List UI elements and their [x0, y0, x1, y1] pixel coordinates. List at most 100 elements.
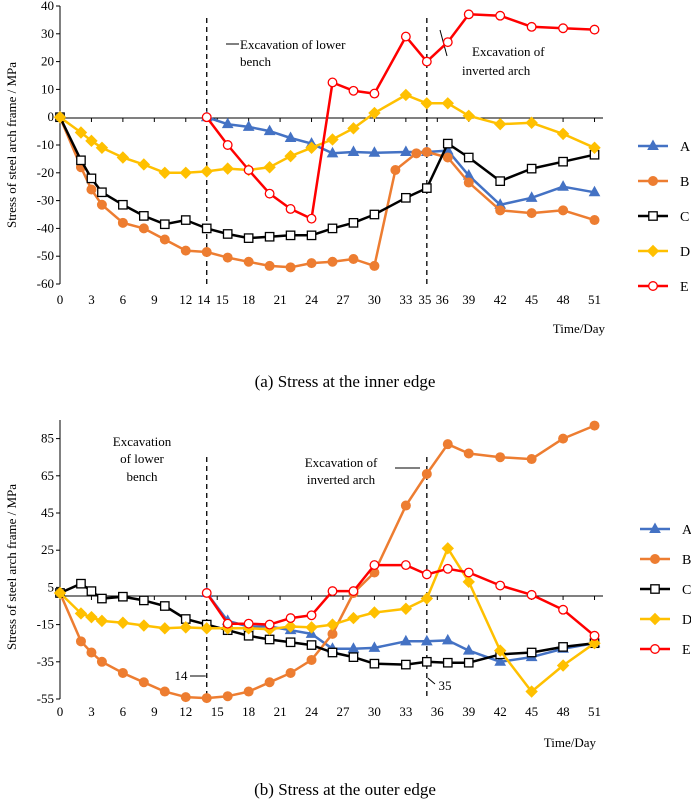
data-point — [264, 260, 275, 271]
data-point — [369, 560, 380, 571]
data-point — [495, 580, 506, 591]
data-point — [242, 120, 255, 131]
series-line — [59, 547, 596, 693]
data-point — [137, 619, 151, 632]
y-tick-label: 40 — [41, 0, 54, 13]
data-point — [558, 205, 569, 216]
legend-item: A-1 — [640, 522, 691, 538]
data-point — [305, 141, 318, 154]
x-tick-label: 27 — [336, 704, 350, 719]
y-tick-label: -35 — [37, 654, 54, 669]
data-point — [95, 141, 109, 154]
y-tick-label: -10 — [37, 137, 54, 152]
x-axis-label: Time/Day — [544, 735, 597, 750]
data-point — [159, 219, 170, 230]
legend: A B C D E — [638, 139, 691, 295]
data-point — [96, 656, 107, 667]
data-point — [495, 10, 506, 21]
legend-swatch-marker — [649, 522, 661, 533]
legend-swatch-marker — [650, 584, 660, 594]
data-point — [306, 258, 317, 269]
x-tick-label: 51 — [588, 704, 601, 719]
data-point — [326, 146, 339, 158]
legend-item: A — [638, 139, 691, 155]
figure-caption: (b) Stress at the outer edge — [254, 780, 436, 799]
data-point — [200, 165, 213, 178]
data-point — [588, 636, 601, 650]
data-point — [138, 595, 149, 606]
excavation-day-label: 35 — [439, 678, 452, 693]
figure-caption: (a) Stress at the inner edge — [255, 372, 436, 391]
data-point — [200, 622, 213, 635]
legend-swatch-marker — [650, 554, 660, 564]
data-point — [347, 642, 360, 653]
legend-label: D-1 — [682, 613, 691, 628]
x-tick-label: 6 — [120, 292, 127, 307]
x-tick-label: 18 — [242, 704, 255, 719]
data-point — [306, 654, 317, 665]
legend-label: B-1 — [682, 553, 691, 568]
data-point — [420, 634, 433, 646]
data-point — [441, 633, 454, 645]
series-B-1 — [55, 420, 600, 704]
data-point — [284, 149, 297, 163]
data-point — [159, 686, 170, 697]
legend-item: C — [638, 210, 689, 225]
y-tick-label: -40 — [37, 220, 54, 235]
data-point — [525, 685, 538, 698]
annotation-text: bench — [126, 469, 158, 484]
data-point — [221, 117, 234, 129]
data-point — [399, 602, 413, 615]
x-tick-label: 39 — [462, 292, 475, 307]
data-point — [441, 97, 454, 110]
data-point — [284, 620, 297, 633]
data-point — [86, 647, 97, 658]
data-point — [526, 589, 537, 600]
data-point — [558, 604, 569, 615]
data-point — [348, 253, 359, 264]
x-tick-label: 33 — [399, 704, 412, 719]
y-tick-label: -30 — [37, 193, 54, 208]
legend-label: C — [680, 210, 689, 225]
data-point — [285, 262, 296, 273]
data-point — [179, 621, 192, 634]
x-tick-label: 45 — [525, 704, 538, 719]
data-point — [86, 586, 97, 596]
data-point — [526, 163, 537, 174]
data-point — [222, 252, 233, 263]
data-point — [463, 567, 474, 578]
data-point — [222, 229, 233, 239]
data-point — [222, 618, 233, 629]
y-tick-label: 45 — [41, 505, 54, 520]
data-point — [306, 213, 317, 224]
series-D-1 — [53, 542, 601, 698]
data-point — [421, 56, 432, 67]
x-tick-label: 21 — [274, 704, 287, 719]
data-point — [526, 647, 537, 658]
annotation-text: of lower — [120, 451, 164, 466]
data-point — [368, 606, 381, 619]
x-tick-label: 21 — [274, 292, 287, 307]
x-tick-label: 9 — [151, 704, 158, 719]
data-point — [525, 116, 538, 129]
data-point — [401, 659, 411, 670]
data-point — [263, 161, 276, 174]
y-tick-label: 85 — [41, 431, 54, 446]
x-tick-label: 48 — [557, 292, 570, 307]
data-point — [158, 622, 172, 635]
annotation-text: Excavation — [113, 434, 172, 449]
data-point — [462, 644, 475, 655]
data-point — [306, 610, 317, 621]
data-point — [368, 106, 381, 120]
series-E — [201, 9, 600, 224]
legend: A-1 B-1 C-1 D-1 E-1 — [640, 522, 691, 658]
data-point — [421, 146, 432, 157]
data-point — [526, 208, 537, 219]
data-point — [369, 658, 380, 669]
data-point — [494, 655, 507, 666]
series-line — [206, 116, 595, 207]
data-point — [369, 88, 380, 99]
legend-label: B — [680, 175, 689, 190]
data-point — [556, 127, 570, 141]
data-point — [558, 23, 569, 34]
